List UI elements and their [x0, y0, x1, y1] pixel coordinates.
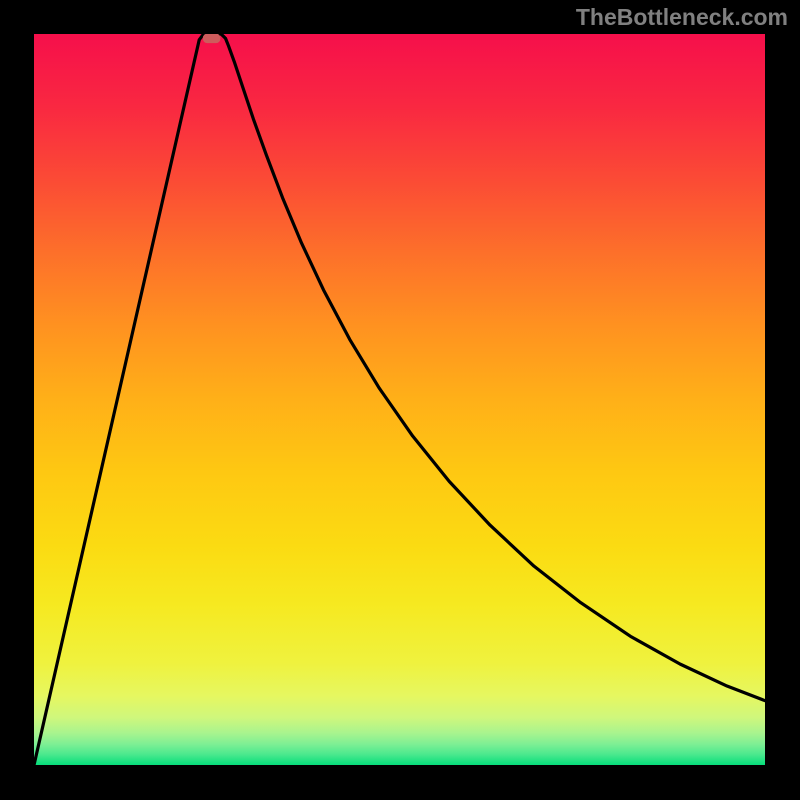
- watermark-text: TheBottleneck.com: [576, 4, 788, 31]
- plot-area: [34, 34, 765, 765]
- gradient-fill: [34, 34, 765, 765]
- plot-svg: [34, 34, 765, 765]
- minimum-marker: [203, 34, 221, 43]
- chart-container: TheBottleneck.com: [0, 0, 800, 800]
